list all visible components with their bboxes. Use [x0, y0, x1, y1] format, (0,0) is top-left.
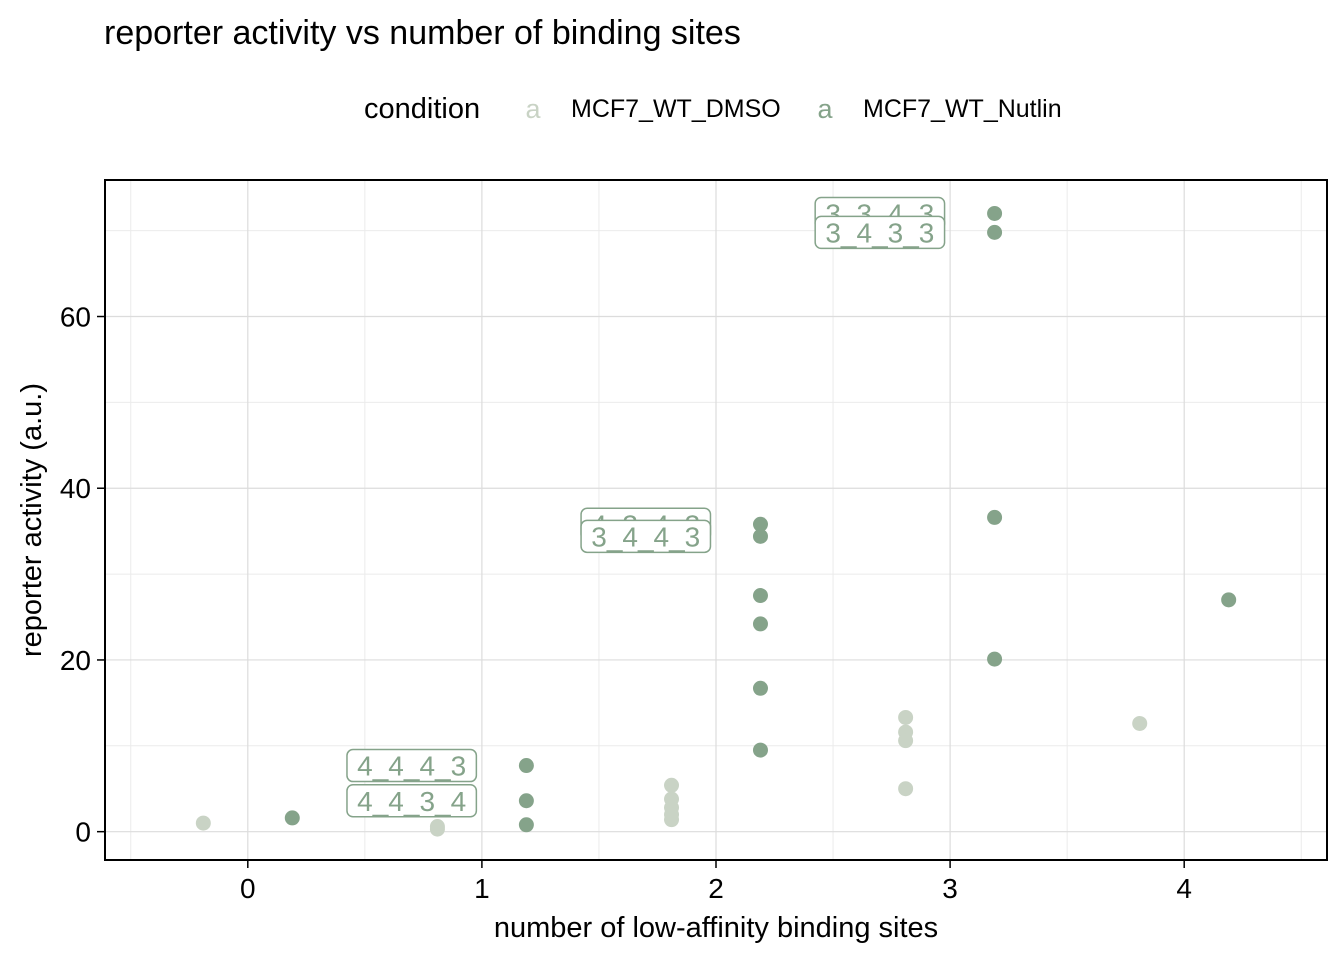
data-point [429, 819, 445, 835]
data-point [987, 509, 1003, 525]
data-point [1132, 715, 1148, 731]
data-point [752, 680, 768, 696]
point-label-box [580, 519, 712, 554]
point-label: 3_4_4_3 [580, 519, 712, 554]
y-tick-label: 0 [75, 817, 91, 848]
data-points [195, 205, 1237, 837]
data-point [664, 777, 680, 793]
point-label-box [346, 748, 478, 783]
point-label-text: 3_4_4_3 [591, 521, 700, 552]
x-tick-label: 1 [474, 873, 490, 904]
legend-key-dmso: a [525, 94, 541, 124]
x-tick-label: 3 [942, 873, 958, 904]
data-point [752, 616, 768, 632]
y-axis-label: reporter activity (a.u.) [16, 383, 48, 657]
data-point [284, 810, 300, 826]
legend: condition a MCF7_WT_DMSO a MCF7_WT_Nutli… [364, 93, 1062, 125]
y-tick-label: 20 [60, 645, 91, 676]
data-point [1221, 592, 1237, 608]
data-point [752, 588, 768, 604]
legend-key-nutlin: a [817, 94, 833, 124]
data-point [752, 528, 768, 544]
data-point [987, 205, 1003, 221]
data-point [195, 815, 211, 831]
chart-title: reporter activity vs number of binding s… [104, 14, 741, 52]
point-label-box [814, 215, 946, 250]
x-axis-label: number of low-affinity binding sites [494, 912, 938, 944]
point-labels: 4_4_4_34_4_3_44_3_4_33_4_4_33_3_4_33_4_3… [346, 196, 946, 818]
y-tick-label: 40 [60, 473, 91, 504]
data-point [987, 651, 1003, 667]
data-point [898, 733, 914, 749]
point-label-text: 4_4_3_4 [357, 786, 466, 817]
point-label: 4_4_4_3 [346, 748, 478, 783]
data-point [752, 516, 768, 532]
data-point [518, 758, 534, 774]
data-point [664, 812, 680, 828]
x-tick-label: 2 [708, 873, 724, 904]
point-label-box [346, 784, 478, 818]
data-point [752, 742, 768, 758]
legend-label-dmso: MCF7_WT_DMSO [571, 95, 781, 123]
data-point [898, 709, 914, 725]
legend-title: condition [364, 93, 480, 125]
data-point [987, 224, 1003, 240]
grid-lines [105, 180, 1327, 860]
legend-label-nutlin: MCF7_WT_Nutlin [863, 95, 1062, 123]
data-point [518, 793, 534, 809]
x-tick-label: 4 [1176, 873, 1192, 904]
point-label: 3_4_3_3 [814, 215, 946, 250]
x-tick-label: 0 [240, 873, 256, 904]
data-point [898, 781, 914, 797]
point-label-text: 4_4_4_3 [357, 751, 466, 782]
y-tick-label: 60 [60, 302, 91, 333]
data-point [518, 817, 534, 833]
point-label: 4_4_3_4 [346, 784, 478, 818]
point-label-text: 3_4_3_3 [825, 217, 934, 248]
